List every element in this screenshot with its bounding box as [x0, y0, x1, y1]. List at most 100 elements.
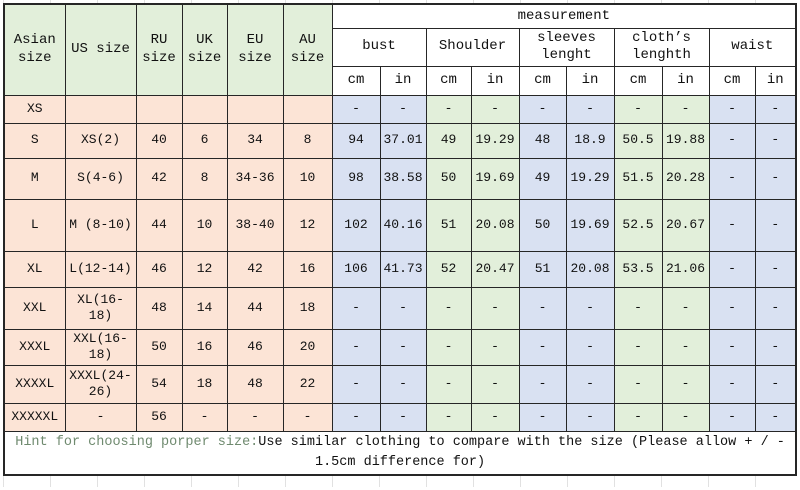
table-cell: - — [518, 286, 567, 330]
table-cell: 51 — [425, 198, 472, 252]
table-cell: - — [754, 286, 797, 330]
hint-cell: Hint for choosing porper size:Use simila… — [3, 430, 797, 476]
table-cell: - — [708, 328, 756, 366]
asian-size-cell: XXXXXL — [3, 402, 66, 432]
table-cell: - — [518, 402, 567, 432]
table-cell: 10 — [282, 157, 333, 200]
table-cell — [226, 94, 284, 124]
table-cell: 94 — [331, 122, 381, 159]
table-cell — [64, 94, 137, 124]
table-cell: 10 — [181, 198, 228, 252]
column-group-cloth-length: cloth’s lenghth — [613, 27, 710, 67]
asian-size-cell: XXXXL — [3, 364, 66, 404]
unit-header-waist-cm: cm — [708, 65, 756, 96]
table-cell: 37.01 — [379, 122, 427, 159]
table-cell: - — [425, 286, 472, 330]
table-cell — [181, 94, 228, 124]
table-cell: 16 — [181, 328, 228, 366]
table-cell: 18 — [282, 286, 333, 330]
table-cell: - — [470, 364, 520, 404]
asian-size-cell: XXL — [3, 286, 66, 330]
table-row: XXXXL XXXL(24-26) 54 18 48 22- - - - - - - - - - — [3, 364, 797, 404]
table-cell: 8 — [181, 157, 228, 200]
table-cell: XL(16-18) — [64, 286, 137, 330]
table-cell: 20.08 — [470, 198, 520, 252]
hint-prefix: Hint for choosing porper size: — [15, 434, 259, 450]
table-cell — [135, 94, 183, 124]
asian-size-cell: XXXL — [3, 328, 66, 366]
asian-size-cell: XL — [3, 250, 66, 288]
table-cell: - — [565, 94, 615, 124]
table-cell: - — [425, 402, 472, 432]
asian-size-cell: M — [3, 157, 66, 200]
table-cell: - — [708, 122, 756, 159]
table-cell: 14 — [181, 286, 228, 330]
table-cell: 50 — [518, 198, 567, 252]
table-cell: - — [613, 94, 663, 124]
table-cell — [282, 94, 333, 124]
table-cell: 42 — [226, 250, 284, 288]
unit-header-cloth-cm: cm — [613, 65, 663, 96]
unit-header-shoulder-in: in — [470, 65, 520, 96]
table-cell: 19.29 — [470, 122, 520, 159]
hint-row: Hint for choosing porper size:Use simila… — [3, 430, 797, 476]
table-cell: 20.28 — [661, 157, 710, 200]
table-cell: 50 — [135, 328, 183, 366]
table-cell: 20.08 — [565, 250, 615, 288]
table-cell: - — [613, 286, 663, 330]
column-group-bust: bust — [331, 27, 427, 67]
table-row: XXXL XXL(16-18) 50 16 46 20- - - - - - - - - - — [3, 328, 797, 366]
table-cell: - — [226, 402, 284, 432]
table-cell: 48 — [226, 364, 284, 404]
header-row-groups: bust Shoulder sleeves lenght cloth’s len… — [4, 27, 797, 67]
table-row: XS - - - - - - - - - - — [3, 94, 797, 124]
hint-line2: 1.5cm difference for) — [314, 454, 486, 470]
table-cell: 50.5 — [613, 122, 663, 159]
table-cell: 46 — [226, 328, 284, 366]
column-header-asian-size: Asian size — [3, 3, 66, 96]
table-cell: - — [754, 122, 797, 159]
table-cell: 34-36 — [226, 157, 284, 200]
column-header-us-size: US size — [64, 3, 137, 96]
table-footer: Hint for choosing porper size:Use simila… — [3, 430, 797, 476]
table-cell: - — [708, 364, 756, 404]
hint-line1: Use similar clothing to compare with the… — [258, 434, 785, 450]
table-cell: 21.06 — [661, 250, 710, 288]
size-chart-table: Asian size US size RU size UK size EU si… — [3, 3, 798, 476]
table-cell: - — [331, 364, 381, 404]
table-header: Asian size US size RU size UK size EU si… — [3, 3, 797, 96]
spreadsheet-gridlines-top — [3, 0, 797, 3]
asian-size-cell: XS — [3, 94, 66, 124]
table-cell: 49 — [425, 122, 472, 159]
unit-header-waist-in: in — [754, 65, 797, 96]
asian-size-cell: S — [3, 122, 66, 159]
table-cell: - — [470, 286, 520, 330]
table-cell: - — [425, 364, 472, 404]
table-cell: 46 — [135, 250, 183, 288]
table-cell: 19.88 — [661, 122, 710, 159]
table-cell: - — [754, 94, 797, 124]
table-cell: 49 — [518, 157, 567, 200]
table-cell: - — [379, 364, 427, 404]
table-cell: 102 — [331, 198, 381, 252]
table-cell: 44 — [135, 198, 183, 252]
table-cell: - — [661, 286, 710, 330]
column-group-sleeves-length: sleeves lenght — [518, 27, 615, 67]
table-cell: - — [661, 94, 710, 124]
table-cell: - — [708, 402, 756, 432]
table-cell: - — [425, 328, 472, 366]
table-cell: L(12-14) — [64, 250, 137, 288]
table-cell: 51 — [518, 250, 567, 288]
table-cell: - — [518, 328, 567, 366]
table-cell: - — [754, 198, 797, 252]
table-cell: - — [708, 157, 756, 200]
table-cell: 106 — [331, 250, 381, 288]
column-header-ru-size: RU size — [135, 3, 183, 96]
column-header-au-size: AU size — [282, 3, 333, 96]
unit-header-bust-in: in — [379, 65, 427, 96]
table-cell: - — [565, 402, 615, 432]
table-cell: 20.67 — [661, 198, 710, 252]
table-cell: - — [754, 328, 797, 366]
table-cell: XXXL(24-26) — [64, 364, 137, 404]
